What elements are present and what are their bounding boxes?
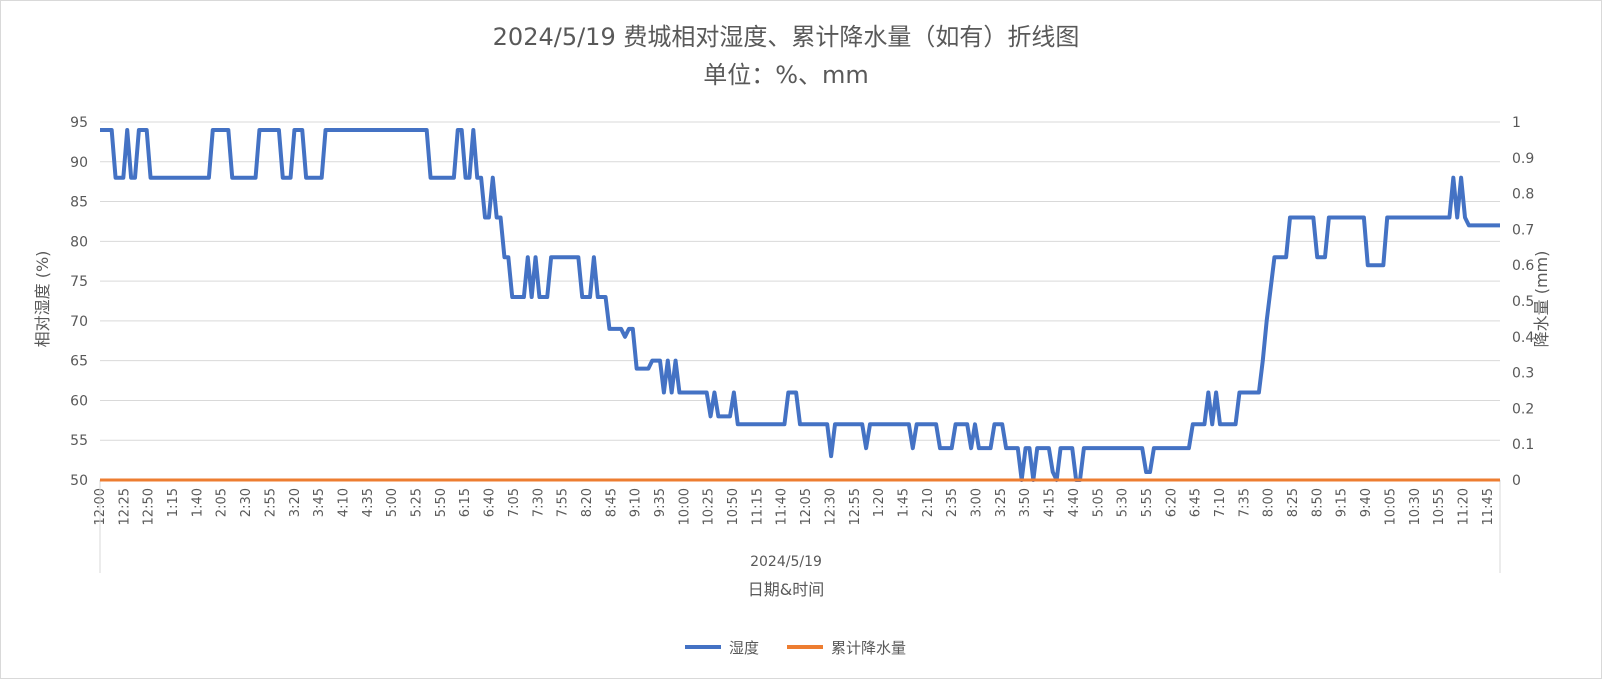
x-tick-label: 1:40: [190, 488, 205, 517]
left-y-tick-label: 85: [70, 195, 88, 211]
x-tick-label: 3:00: [970, 488, 985, 517]
x-tick-label: 2:35: [945, 488, 960, 517]
x-tick-label: 7:05: [507, 488, 522, 517]
x-tick-label: 9:10: [629, 488, 644, 517]
x-tick-label: 10:50: [726, 488, 741, 525]
right-y-tick-label: 0.9: [1512, 151, 1534, 167]
x-tick-label: 10:05: [1383, 488, 1398, 525]
x-tick-label: 6:15: [458, 488, 473, 517]
x-axis-frame: [99, 480, 1501, 573]
humidity-series-line: [100, 127, 1500, 482]
x-tick-label: 1:20: [872, 488, 887, 517]
right-y-tick-label: 0.2: [1512, 401, 1534, 417]
chart-title: 2024/5/19 费城相对湿度、累计降水量（如有）折线图: [493, 23, 1080, 51]
x-tick-label: 11:15: [750, 488, 765, 525]
left-y-tick-label: 80: [70, 234, 88, 250]
x-tick-label: 7:10: [1213, 488, 1228, 517]
left-y-tick-label: 65: [70, 354, 88, 370]
x-tick-label: 4:35: [361, 488, 376, 517]
x-tick-label: 12:30: [823, 488, 838, 525]
x-axis-ticks: 12:0012:2512:501:151:402:052:302:553:203…: [93, 488, 1496, 525]
x-group-label: 2024/5/19: [750, 554, 822, 570]
x-tick-label: 12:05: [799, 488, 814, 525]
x-tick-label: 2:10: [921, 488, 936, 517]
x-tick-label: 9:40: [1359, 488, 1374, 517]
right-y-tick-label: 0.5: [1512, 294, 1534, 310]
x-tick-label: 5:00: [385, 488, 400, 517]
x-tick-label: 4:15: [1043, 488, 1058, 517]
left-y-tick-label: 75: [70, 274, 88, 290]
x-tick-label: 1:45: [896, 488, 911, 517]
x-axis-title: 日期&时间: [748, 580, 824, 599]
x-tick-label: 5:05: [1091, 488, 1106, 517]
x-tick-label: 7:55: [556, 488, 571, 517]
left-y-tick-label: 95: [70, 115, 88, 131]
right-y-axis-title: 降水量 (mm): [1532, 251, 1551, 348]
chart-subtitle: 单位：%、mm: [703, 61, 869, 89]
x-tick-label: 8:20: [580, 488, 595, 517]
x-tick-label: 11:20: [1456, 488, 1471, 525]
x-tick-label: 11:40: [775, 488, 790, 525]
x-tick-label: 4:40: [1067, 488, 1082, 517]
left-y-tick-label: 55: [70, 433, 88, 449]
left-y-axis-ticks: 50 55 60 65 70 75 80 85 90 95: [70, 115, 88, 489]
right-y-tick-label: 0.8: [1512, 187, 1534, 203]
x-tick-label: 6:45: [1189, 488, 1204, 517]
x-tick-label: 6:20: [1164, 488, 1179, 517]
x-tick-label: 2:55: [263, 488, 278, 517]
x-tick-label: 5:50: [434, 488, 449, 517]
x-tick-label: 4:10: [336, 488, 351, 517]
x-tick-label: 6:40: [483, 488, 498, 517]
x-tick-label: 2:05: [215, 488, 230, 517]
x-tick-label: 7:30: [531, 488, 546, 517]
left-y-tick-label: 90: [70, 155, 88, 171]
left-y-tick-label: 70: [70, 314, 88, 330]
left-y-axis-title: 相对湿度 (%): [33, 251, 52, 348]
x-tick-label: 3:45: [312, 488, 327, 517]
series-layer: [100, 127, 1500, 482]
x-tick-label: 12:55: [848, 488, 863, 525]
right-y-axis-ticks: 0 0.1 0.2 0.3 0.4 0.5 0.6 0.7 0.8 0.9 1: [1512, 115, 1534, 489]
right-y-tick-label: 0.3: [1512, 366, 1534, 382]
x-tick-label: 8:45: [604, 488, 619, 517]
x-tick-label: 10:00: [677, 488, 692, 525]
left-y-tick-label: 60: [70, 393, 88, 409]
x-tick-label: 9:35: [653, 488, 668, 517]
right-y-tick-label: 1: [1512, 115, 1521, 131]
legend-label-humidity: 湿度: [729, 639, 759, 657]
x-tick-label: 3:20: [288, 488, 303, 517]
legend-label-precip: 累计降水量: [831, 639, 906, 657]
x-tick-label: 9:15: [1335, 488, 1350, 517]
right-y-tick-label: 0.6: [1512, 258, 1534, 274]
right-y-tick-label: 0.7: [1512, 222, 1534, 238]
x-tick-label: 10:55: [1432, 488, 1447, 525]
legend: 湿度 累计降水量: [685, 639, 906, 657]
x-tick-label: 1:15: [166, 488, 181, 517]
x-tick-label: 10:30: [1408, 488, 1423, 525]
x-tick-label: 5:55: [1140, 488, 1155, 517]
x-tick-label: 8:50: [1310, 488, 1325, 517]
right-y-tick-label: 0.4: [1512, 330, 1534, 346]
x-tick-label: 11:45: [1481, 488, 1496, 525]
gridlines: [100, 121, 1500, 481]
x-tick-label: 5:30: [1116, 488, 1131, 517]
right-y-tick-label: 0: [1512, 473, 1521, 489]
right-y-tick-label: 0.1: [1512, 437, 1534, 453]
x-tick-label: 3:25: [994, 488, 1009, 517]
x-tick-label: 8:00: [1262, 488, 1277, 517]
x-tick-label: 12:25: [117, 488, 132, 525]
x-tick-label: 2:30: [239, 488, 254, 517]
left-y-tick-label: 50: [70, 473, 88, 489]
x-tick-label: 10:25: [702, 488, 717, 525]
x-tick-label: 5:25: [410, 488, 425, 517]
x-tick-label: 3:50: [1018, 488, 1033, 517]
x-tick-label: 12:50: [142, 488, 157, 525]
x-tick-label: 7:35: [1237, 488, 1252, 517]
x-tick-label: 8:25: [1286, 488, 1301, 517]
